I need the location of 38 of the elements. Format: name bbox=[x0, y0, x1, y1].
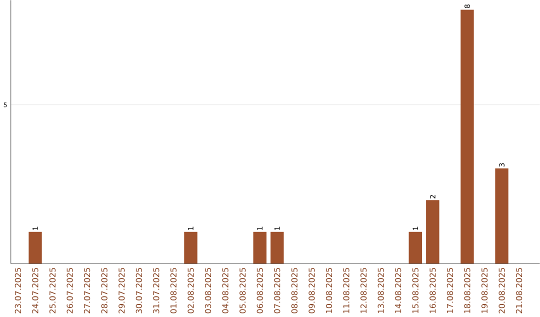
x-tick-label: 09.08.2025 bbox=[308, 268, 315, 314]
bar bbox=[495, 168, 508, 264]
bar bbox=[253, 232, 266, 264]
x-tick-label: 17.08.2025 bbox=[446, 268, 454, 313]
x-tick-label: 31.07.2025 bbox=[153, 268, 160, 314]
x-tick-label: 11.08.2025 bbox=[343, 268, 350, 313]
x-tick-label: 28.07.2025 bbox=[101, 268, 108, 314]
x-tick-label: 02.08.2025 bbox=[188, 268, 194, 314]
x-tick-label: 12.08.2025 bbox=[360, 268, 367, 313]
x-tick-label: 05.08.2025 bbox=[240, 268, 246, 314]
x-tick-label: 18.08.2025 bbox=[464, 268, 470, 313]
x-tick-label: 20.08.2025 bbox=[498, 268, 505, 314]
x-tick-label: 15.08.2025 bbox=[412, 268, 418, 313]
bar bbox=[184, 232, 198, 264]
bar bbox=[270, 232, 284, 264]
bar bbox=[460, 10, 474, 264]
bar bbox=[28, 232, 42, 264]
x-tick-label: 06.08.2025 bbox=[256, 268, 263, 314]
x-tick-label: 30.07.2025 bbox=[136, 268, 142, 314]
x-tick-label: 13.08.2025 bbox=[378, 268, 384, 313]
x-tick-label: 16.08.2025 bbox=[430, 268, 436, 313]
x-tick-label: 04.08.2025 bbox=[222, 268, 228, 314]
bar bbox=[408, 232, 422, 264]
x-tick-label: 10.08.2025 bbox=[326, 268, 332, 313]
x-tick-label: 14.08.2025 bbox=[395, 268, 402, 313]
x-tick-label: 24.07.2025 bbox=[32, 268, 38, 314]
x-tick-label: 25.07.2025 bbox=[49, 268, 56, 314]
x-tick-label: 26.07.2025 bbox=[66, 268, 73, 314]
x-tick-label: 23.07.2025 bbox=[14, 268, 22, 314]
x-tick-label: 21.08.2025 bbox=[516, 268, 522, 314]
x-tick-label: 27.07.2025 bbox=[84, 268, 90, 314]
x-tick-label: 07.08.2025 bbox=[274, 268, 280, 314]
x-tick-label: 19.08.2025 bbox=[481, 268, 488, 313]
x-tick-label: 03.08.2025 bbox=[204, 268, 212, 314]
x-tick-label: 29.07.2025 bbox=[118, 268, 125, 314]
x-tick-label: 01.08.2025 bbox=[170, 268, 177, 314]
x-tick-label: 08.08.2025 bbox=[291, 268, 298, 314]
bar bbox=[426, 200, 440, 264]
